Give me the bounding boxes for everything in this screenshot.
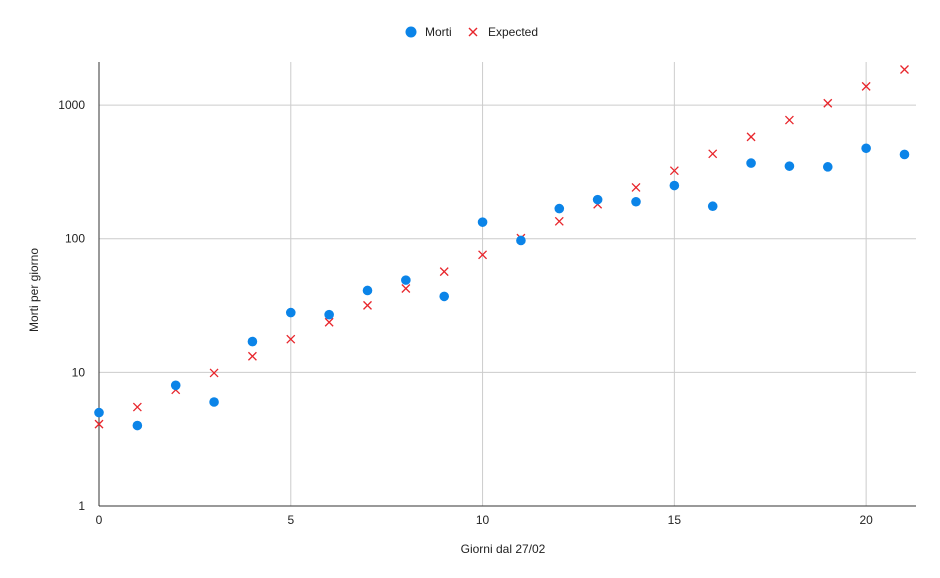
point-expected	[708, 149, 718, 159]
x-axis-title: Giorni dal 27/02	[461, 542, 546, 556]
point-expected	[363, 300, 372, 310]
point-expected	[209, 368, 219, 378]
point-morti	[707, 201, 718, 212]
point-morti	[132, 420, 143, 431]
legend-item-expected[interactable]: Expected	[468, 25, 538, 39]
point-morti	[516, 235, 526, 246]
x-tick-labels: 0 5 10 15 20	[96, 513, 873, 527]
point-expected	[478, 250, 488, 260]
y-tick-label: 1000	[58, 98, 85, 112]
point-morti	[324, 309, 334, 320]
y-tick-labels: 1 10 100 1000	[58, 98, 85, 513]
point-morti	[247, 336, 258, 347]
point-morti	[362, 285, 373, 296]
point-expected	[861, 81, 871, 91]
y-tick-label: 100	[65, 232, 85, 246]
point-morti	[861, 143, 871, 154]
legend-label-morti: Morti	[425, 25, 452, 39]
point-morti	[477, 217, 488, 227]
point-morti	[285, 307, 296, 318]
x-tick-label: 5	[287, 513, 294, 527]
point-morti	[209, 397, 219, 407]
data-points	[94, 65, 910, 431]
x-tick-label: 10	[476, 513, 490, 527]
legend: Morti Expected	[405, 25, 538, 39]
legend-item-morti[interactable]: Morti	[405, 25, 452, 39]
point-morti	[94, 407, 104, 418]
point-expected	[286, 334, 296, 344]
point-expected	[247, 351, 257, 361]
point-expected	[746, 132, 756, 142]
x-tick-label: 15	[668, 513, 682, 527]
point-expected	[823, 98, 833, 108]
legend-marker-morti	[405, 26, 417, 38]
point-morti	[554, 203, 565, 214]
point-morti	[592, 194, 603, 205]
point-expected	[554, 216, 564, 226]
point-morti	[822, 162, 833, 172]
point-expected	[784, 115, 794, 125]
x-tick-label: 20	[859, 513, 873, 527]
legend-marker-expected	[468, 27, 478, 37]
point-expected	[324, 317, 334, 327]
y-axis-title: Morti per giorno	[27, 248, 41, 332]
point-expected	[132, 402, 142, 412]
point-morti	[746, 158, 756, 168]
point-expected	[94, 419, 104, 429]
axes	[98, 62, 916, 507]
point-morti	[439, 291, 450, 302]
point-morti	[899, 149, 910, 160]
grid-lines	[99, 62, 916, 506]
point-expected	[669, 166, 679, 176]
point-expected	[631, 182, 641, 192]
point-morti	[401, 275, 411, 285]
point-morti	[631, 196, 641, 207]
point-morti	[669, 180, 680, 191]
point-morti	[170, 380, 181, 391]
y-tick-label: 10	[72, 365, 86, 379]
legend-label-expected: Expected	[488, 25, 538, 39]
point-expected	[900, 65, 909, 74]
y-tick-label: 1	[78, 499, 85, 513]
point-expected	[439, 267, 449, 277]
point-morti	[784, 161, 795, 171]
x-tick-label: 0	[96, 513, 103, 527]
point-expected	[401, 284, 411, 293]
